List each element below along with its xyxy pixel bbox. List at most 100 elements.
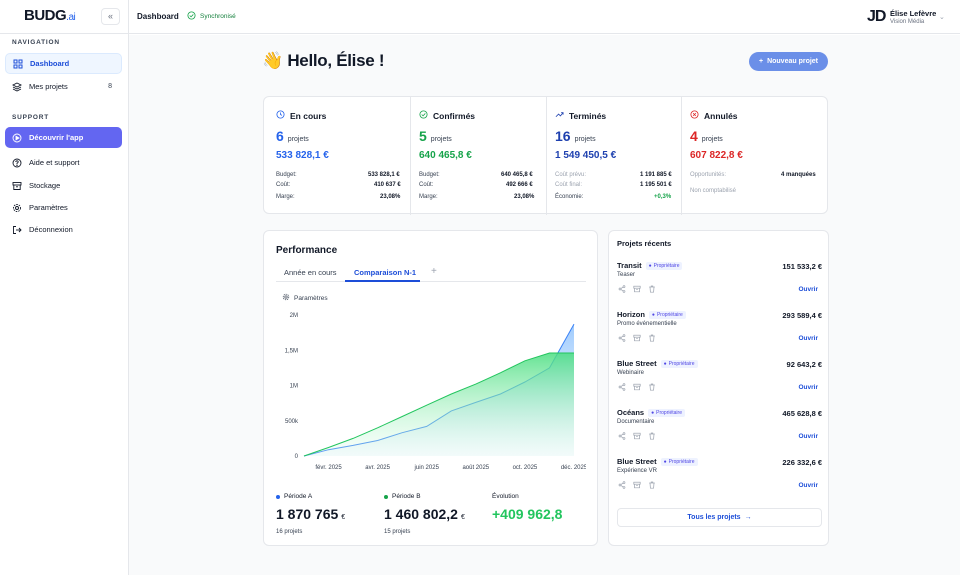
all-projects-button[interactable]: Tous les projets →: [617, 508, 822, 527]
stat-row: Marge: 23,08%: [276, 194, 400, 200]
stat-count-label: projets: [430, 136, 452, 143]
new-project-button[interactable]: + Nouveau projet: [749, 52, 828, 71]
help-icon: [12, 158, 22, 168]
share-icon[interactable]: [618, 481, 627, 490]
open-project-link[interactable]: Ouvrir: [798, 286, 818, 293]
stat-row-value: 410 637 €: [374, 182, 401, 188]
stat-row: Budget: 533 828,1 €: [276, 172, 400, 178]
stat-title: En cours: [290, 110, 327, 121]
archive-icon[interactable]: [633, 285, 642, 294]
plus-icon: +: [758, 58, 764, 65]
stat-row-value: 4 manquées: [781, 172, 816, 178]
user-name[interactable]: Élise Lefèvre: [890, 9, 937, 18]
performance-panel: Performance Année en cours Comparaison N…: [263, 230, 598, 546]
sidebar-item-aide[interactable]: Aide et support: [5, 152, 122, 173]
sidebar-item-dashboard[interactable]: Dashboard: [5, 53, 122, 74]
series-line-1[interactable]: [303, 352, 574, 457]
stat-row-label: Coût final:: [555, 182, 583, 188]
project-actions: [618, 334, 657, 343]
project-actions: [618, 285, 657, 294]
stat-row: Coût prévu: 1 191 885 €: [555, 172, 672, 178]
sidebar-item-mes-projets[interactable]: Mes projets 8: [5, 76, 122, 97]
sidebar-item-parametres[interactable]: Paramètres: [5, 197, 122, 218]
owner-badge-label: Propriétaire: [656, 409, 682, 416]
list-item[interactable]: Blue Street ● Propriétaire Expérience VR 226…: [617, 457, 822, 506]
list-item[interactable]: Transit ● Propriétaire Teaser 151 533,2 € Ouv…: [617, 261, 822, 310]
active-tab-indicator: [345, 280, 420, 282]
stat-en-cours[interactable]: En cours 6 projets 533 828,1 € Budget: 533…: [264, 97, 410, 215]
period-b-amount: 1 460 802,2: [384, 506, 458, 522]
sidebar-item-stockage[interactable]: Stockage: [5, 175, 122, 196]
tab-annee-en-cours[interactable]: Année en cours: [284, 268, 337, 277]
series-area-1: [304, 353, 574, 456]
stat-count: 5 projets: [419, 128, 452, 144]
avatar[interactable]: JD: [867, 8, 886, 25]
share-icon[interactable]: [618, 334, 627, 343]
period-b-currency: €: [460, 514, 465, 521]
chevron-down-icon[interactable]: ⌄: [939, 14, 945, 21]
collapse-sidebar-button[interactable]: «: [101, 8, 120, 25]
period-a-value: 1 870 765 €: [276, 506, 345, 522]
project-amount: 226 332,6 €: [782, 458, 822, 467]
sidebar-item-label: Dashboard: [30, 59, 70, 68]
open-project-link[interactable]: Ouvrir: [798, 384, 818, 391]
archive-icon[interactable]: [633, 334, 642, 343]
open-project-link[interactable]: Ouvrir: [798, 482, 818, 489]
project-name-text: Transit: [617, 261, 642, 270]
trash-icon[interactable]: [648, 285, 657, 294]
stat-row-label: Non comptabilisé: [690, 188, 737, 194]
x-tick-label: déc. 2025: [561, 465, 586, 471]
sync-status-label: Synchronisé: [200, 13, 236, 20]
x-tick-label: oct. 2025: [513, 465, 538, 471]
share-icon[interactable]: [618, 383, 627, 392]
stat-count-value: 4: [690, 128, 698, 144]
stat-annules[interactable]: Annulés 4 projets 607 822,8 € Opportunité…: [681, 97, 829, 215]
logo[interactable]: BUDG.ai: [24, 7, 76, 24]
trash-icon[interactable]: [648, 481, 657, 490]
chevrons-left-icon: «: [107, 11, 113, 21]
recent-projects-panel: Projets récents Transit ● Propriétaire Teas…: [608, 230, 829, 546]
clock-icon: [276, 110, 285, 121]
list-item[interactable]: Blue Street ● Propriétaire Webinaire 92 643,…: [617, 359, 822, 408]
list-item[interactable]: Horizon ● Propriétaire Promo événementielle…: [617, 310, 822, 359]
stat-row-label: Économie:: [555, 194, 584, 200]
trash-icon[interactable]: [648, 334, 657, 343]
trash-icon[interactable]: [648, 432, 657, 441]
stat-count-label: projets: [574, 136, 596, 143]
stat-count-label: projets: [287, 136, 309, 143]
project-name: Transit ● Propriétaire: [617, 261, 683, 270]
stat-count-value: 6: [276, 128, 284, 144]
list-item[interactable]: Océans ● Propriétaire Documentaire 465 628,8…: [617, 408, 822, 457]
stat-row-label: Opportunités:: [690, 172, 727, 178]
performance-chart[interactable]: 0 500k 1M 1,5M 2M févr. 2025 avr. 2025 juin 202…: [276, 303, 586, 478]
y-tick-label: 1,5M: [285, 348, 298, 354]
owner-badge: ● Propriétaire: [648, 310, 686, 319]
stat-row-label: Coût:: [276, 182, 291, 188]
archive-icon: [12, 181, 22, 191]
stat-row-value: 23,08%: [380, 194, 401, 200]
y-tick-label: 1M: [290, 384, 298, 390]
share-icon[interactable]: [618, 285, 627, 294]
archive-icon[interactable]: [633, 383, 642, 392]
open-project-link[interactable]: Ouvrir: [798, 433, 818, 440]
stat-count: 16 projets: [555, 128, 596, 144]
stat-row-value: 640 465,8 €: [501, 172, 533, 178]
stat-header: En cours: [276, 110, 326, 121]
open-project-link[interactable]: Ouvrir: [798, 335, 818, 342]
sidebar-item-decouvrir[interactable]: Découvrir l'app: [5, 127, 122, 148]
gear-icon: [282, 293, 290, 303]
performance-title: Performance: [276, 245, 338, 256]
stat-termines[interactable]: Terminés 16 projets 1 549 450,5 € Coût pr…: [546, 97, 681, 215]
add-tab-icon[interactable]: +: [431, 266, 437, 277]
archive-icon[interactable]: [633, 481, 642, 490]
stat-row-value: 23,08%: [514, 194, 535, 200]
share-icon[interactable]: [618, 432, 627, 441]
project-name-text: Blue Street: [617, 359, 657, 368]
sidebar-item-deconnexion[interactable]: Déconnexion: [5, 219, 122, 240]
chart-settings-button[interactable]: Paramètres: [282, 293, 328, 303]
trash-icon[interactable]: [648, 383, 657, 392]
archive-icon[interactable]: [633, 432, 642, 441]
stat-confirmes[interactable]: Confirmés 5 projets 640 465,8 € Budget: 64…: [410, 97, 546, 215]
evolution-label: Évolution: [492, 493, 519, 500]
tab-comparaison[interactable]: Comparaison N-1: [354, 268, 417, 277]
